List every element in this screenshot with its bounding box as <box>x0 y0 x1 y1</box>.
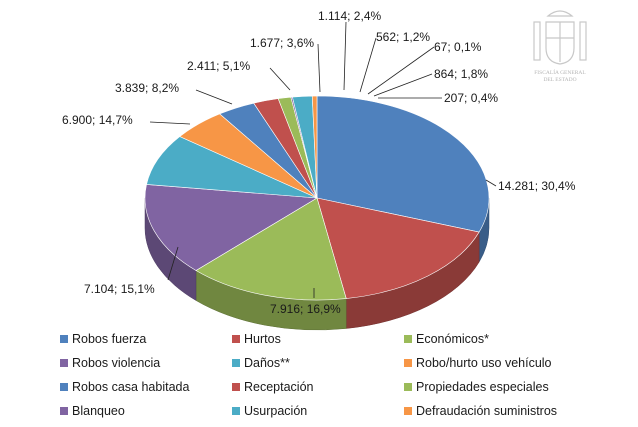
leader-line-5 <box>269 67 291 91</box>
legend-swatch <box>60 407 68 415</box>
legend-swatch <box>404 407 412 415</box>
data-label-7: 1.114; 2,4% <box>318 9 381 23</box>
data-label-10: 864; 1,8% <box>434 67 488 81</box>
data-label-3: 6.900; 14,7% <box>62 113 133 127</box>
pie-slice-2 <box>195 197 347 301</box>
legend-label: Hurtos <box>244 332 281 346</box>
legend-label: Blanqueo <box>72 404 125 418</box>
legend-item: Robos casa habitada <box>60 378 232 396</box>
pie-slice-11 <box>311 95 318 199</box>
legend-swatch <box>232 359 240 367</box>
legend-label: Daños** <box>244 356 290 370</box>
data-label-9: 67; 0,1% <box>434 40 482 54</box>
leader-line-8 <box>359 37 377 93</box>
leader-line-0 <box>485 179 497 187</box>
seal-caption: FISCALÍA GENERAL DEL ESTADO <box>520 70 600 84</box>
legend-item: Defraudación suministros <box>404 402 604 420</box>
legend-swatch <box>404 335 412 343</box>
leader-line-10 <box>373 73 433 97</box>
legend-item: Usurpación <box>232 402 404 420</box>
data-label-5: 2.411; 5,1% <box>187 59 250 73</box>
pie-slice-3 <box>144 184 318 271</box>
legend-label: Robo/hurto uso vehículo <box>416 356 552 370</box>
legend-item: Robos violencia <box>60 354 232 372</box>
legend-label: Usurpación <box>244 404 308 418</box>
leader-line-6 <box>317 43 321 93</box>
pie-slice-4 <box>146 136 318 199</box>
legend-label: Propiedades especiales <box>416 380 549 394</box>
pie-slice-0 <box>316 95 490 233</box>
data-label-4: 3.839; 8,2% <box>115 81 179 95</box>
legend-label: Económicos* <box>416 332 489 346</box>
legend-label: Defraudación suministros <box>416 404 558 418</box>
legend-swatch <box>232 407 240 415</box>
legend-item: Blanqueo <box>60 402 232 420</box>
legend-label: Robos violencia <box>72 356 161 370</box>
seal-line-1: FISCALÍA GENERAL <box>534 70 586 76</box>
legend-swatch <box>60 335 68 343</box>
legend-label: Robos fuerza <box>72 332 147 346</box>
legend-swatch <box>232 383 240 391</box>
chart-legend: Robos fuerza Hurtos Económicos* Robos viole… <box>60 330 620 420</box>
pie-slice-1 <box>316 197 480 299</box>
leader-line-3 <box>149 121 191 125</box>
legend-item: Propiedades especiales <box>404 378 604 396</box>
data-label-0: 14.281; 30,4% <box>498 179 576 193</box>
legend-swatch <box>404 359 412 367</box>
legend-swatch <box>404 383 412 391</box>
data-label-2: 7.104; 15,1% <box>84 282 155 296</box>
legend-item: Robo/hurto uso vehículo <box>404 354 604 372</box>
legend-label: Robos casa habitada <box>72 380 190 394</box>
data-label-6: 1.677; 3,6% <box>250 36 314 50</box>
seal-line-2: DEL ESTADO <box>543 77 577 83</box>
legend-swatch <box>60 383 68 391</box>
leader-line-4 <box>195 89 233 105</box>
data-label-1: 7.916; 16,9% <box>270 302 341 316</box>
coat-of-arms-logo <box>528 8 592 98</box>
legend-item: Hurtos <box>232 330 404 348</box>
legend-item: Daños** <box>232 354 404 372</box>
data-label-11: 207; 0,4% <box>444 91 498 105</box>
legend-item: Receptación <box>232 378 404 396</box>
legend-swatch <box>232 335 240 343</box>
leader-line-9 <box>367 46 435 95</box>
leader-line-7 <box>343 21 347 91</box>
legend-item: Económicos* <box>404 330 604 348</box>
leader-line-2 <box>167 246 179 281</box>
legend-item: Robos fuerza <box>60 330 232 348</box>
legend-swatch <box>60 359 68 367</box>
legend-label: Receptación <box>244 380 314 394</box>
data-label-8: 562; 1,2% <box>376 30 430 44</box>
